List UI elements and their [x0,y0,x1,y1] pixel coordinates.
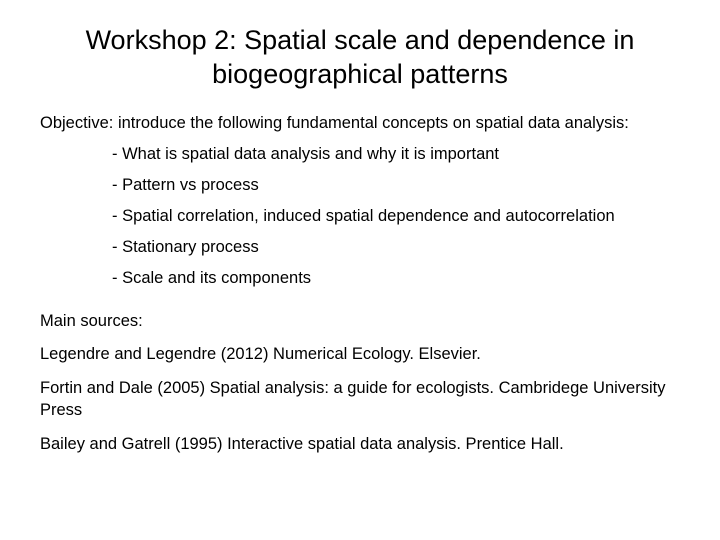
list-item: - What is spatial data analysis and why … [112,145,680,164]
source-reference: Bailey and Gatrell (1995) Interactive sp… [40,433,680,455]
sources-heading: Main sources: [40,312,680,331]
list-item: - Scale and its components [112,269,680,288]
slide-title: Workshop 2: Spatial scale and dependence… [40,24,680,92]
concepts-list: - What is spatial data analysis and why … [112,145,680,288]
list-item: - Stationary process [112,238,680,257]
list-item: - Spatial correlation, induced spatial d… [112,207,680,226]
list-item: - Pattern vs process [112,176,680,195]
source-reference: Legendre and Legendre (2012) Numerical E… [40,343,680,365]
source-reference: Fortin and Dale (2005) Spatial analysis:… [40,377,680,422]
objective-text: Objective: introduce the following funda… [40,114,680,133]
